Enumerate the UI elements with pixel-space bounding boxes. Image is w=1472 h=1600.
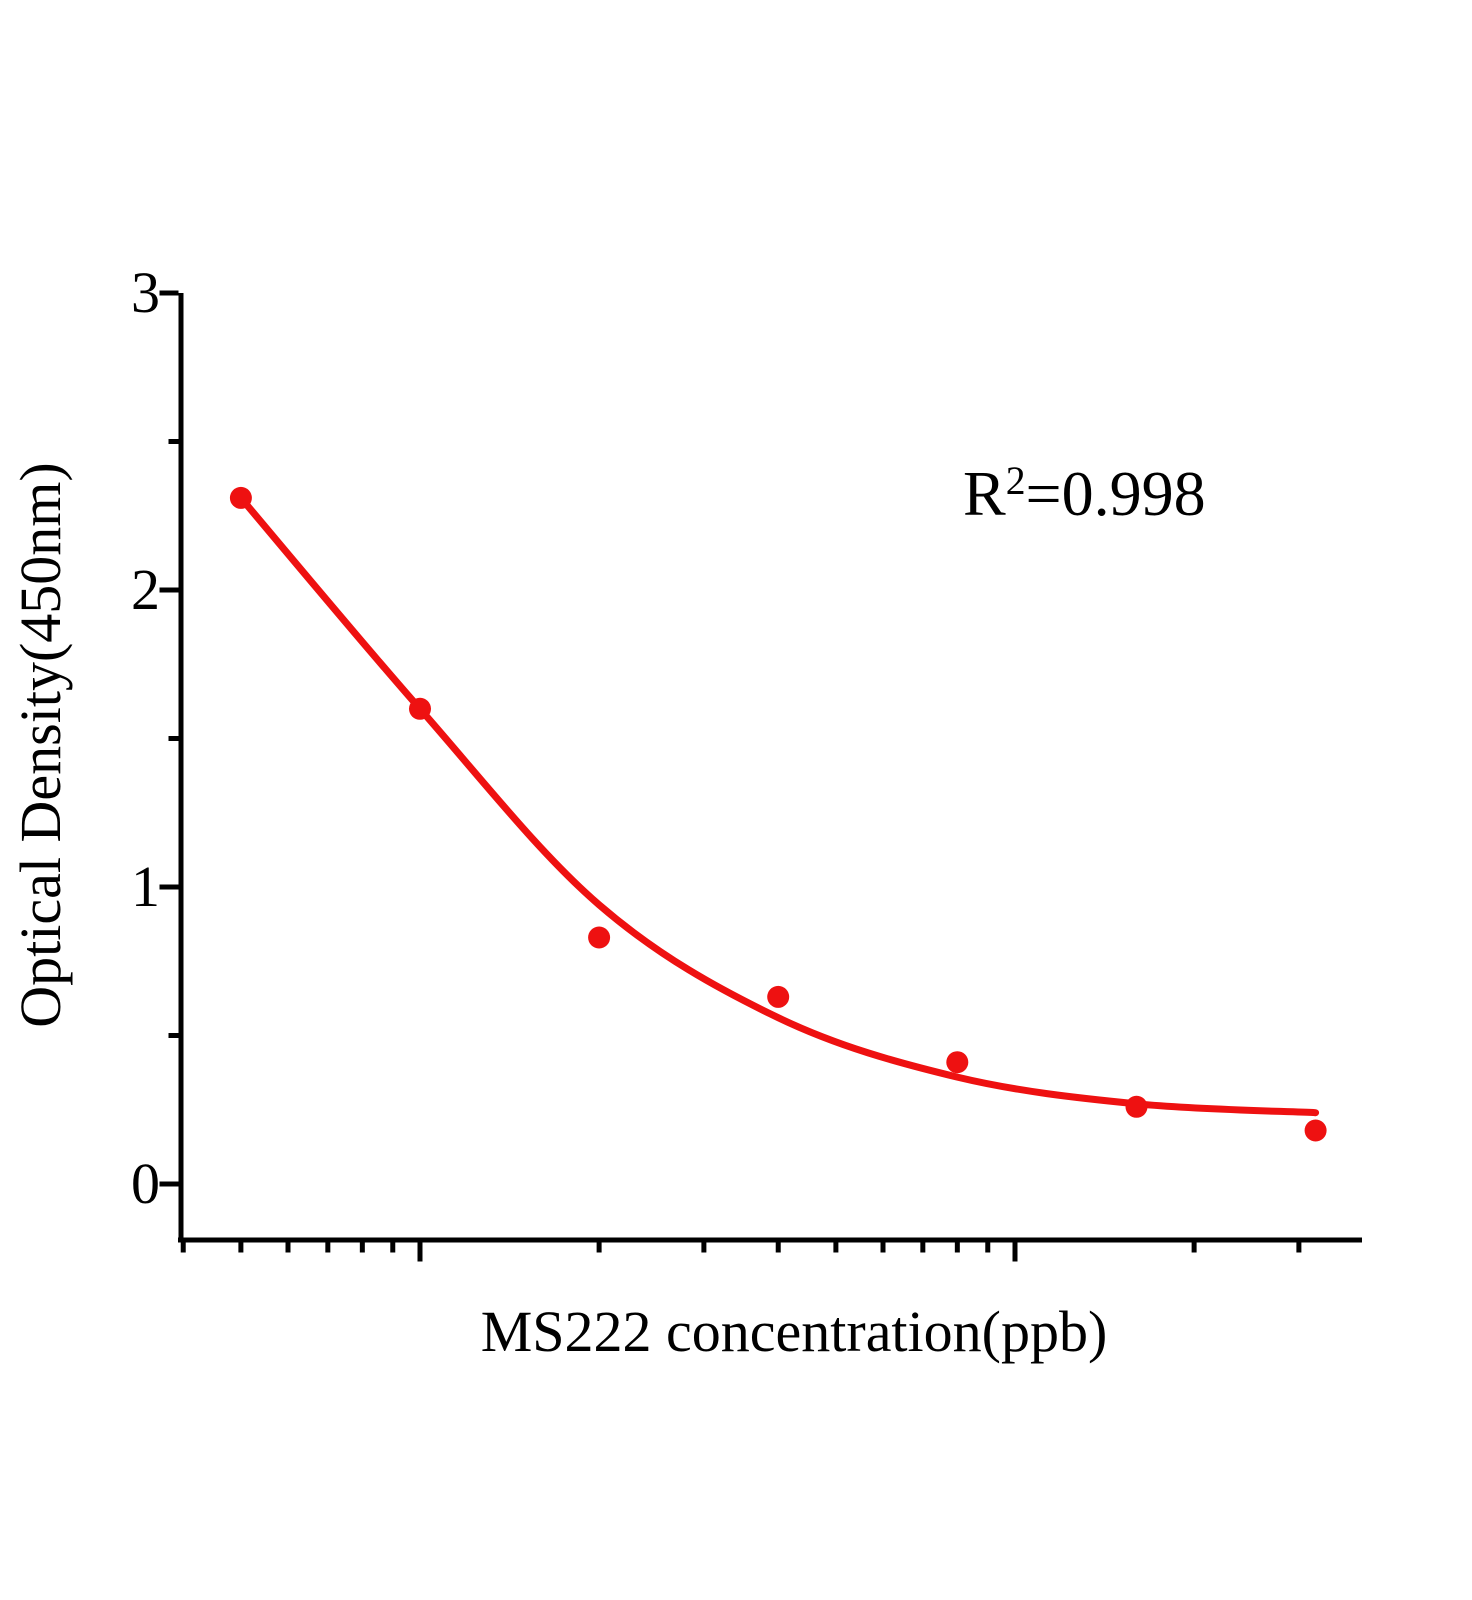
r-squared-value: =0.998 xyxy=(1025,458,1206,529)
y-axis-title: Optical Density(450nm) xyxy=(8,462,73,1028)
y-tick-label: 3 xyxy=(131,260,160,325)
data-point xyxy=(1125,1095,1148,1118)
data-point xyxy=(229,486,252,509)
y-tick-label: 2 xyxy=(131,557,160,622)
r-squared-annotation: R2=0.998 xyxy=(963,462,1206,526)
r-squared-base: R xyxy=(963,458,1006,529)
data-point xyxy=(946,1051,969,1074)
fit-curve xyxy=(237,494,1320,1117)
r-squared-superscript: 2 xyxy=(1005,459,1026,504)
y-tick-label: 1 xyxy=(131,854,160,919)
x-axis-title: MS222 concentration(ppb) xyxy=(480,1299,1108,1364)
y-tick-label: 0 xyxy=(131,1151,160,1216)
data-point xyxy=(767,985,790,1008)
data-point xyxy=(1304,1119,1327,1142)
data-point xyxy=(588,926,611,949)
data-point xyxy=(409,697,431,720)
